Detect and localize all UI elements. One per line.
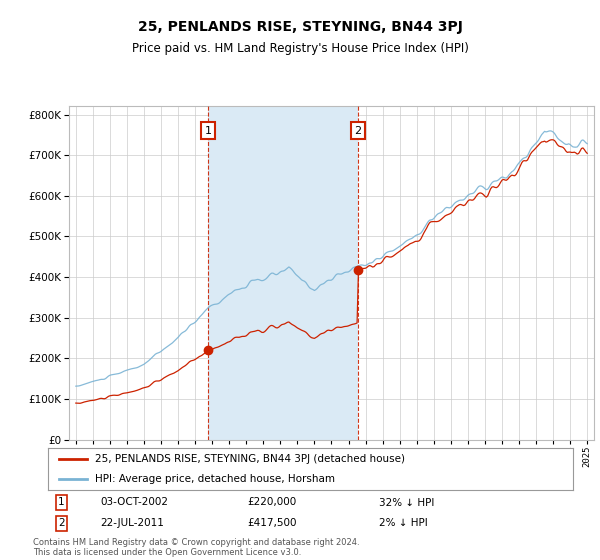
Text: 03-OCT-2002: 03-OCT-2002 [101, 497, 169, 507]
Text: 32% ↓ HPI: 32% ↓ HPI [379, 497, 434, 507]
Text: 1: 1 [205, 126, 211, 136]
Text: 25, PENLANDS RISE, STEYNING, BN44 3PJ (detached house): 25, PENLANDS RISE, STEYNING, BN44 3PJ (d… [95, 454, 405, 464]
Text: 1: 1 [58, 497, 64, 507]
Text: Contains HM Land Registry data © Crown copyright and database right 2024.
This d: Contains HM Land Registry data © Crown c… [33, 538, 359, 557]
Text: £220,000: £220,000 [248, 497, 297, 507]
Text: 2% ↓ HPI: 2% ↓ HPI [379, 519, 427, 529]
Text: 25, PENLANDS RISE, STEYNING, BN44 3PJ: 25, PENLANDS RISE, STEYNING, BN44 3PJ [137, 20, 463, 34]
Text: 2: 2 [58, 519, 64, 529]
Bar [208, 106, 358, 440]
Text: 22-JUL-2011: 22-JUL-2011 [101, 519, 164, 529]
Text: HPI: Average price, detached house, Horsham: HPI: Average price, detached house, Hors… [95, 474, 335, 484]
Text: Price paid vs. HM Land Registry's House Price Index (HPI): Price paid vs. HM Land Registry's House … [131, 42, 469, 55]
Text: 2: 2 [355, 126, 361, 136]
Text: £417,500: £417,500 [248, 519, 297, 529]
